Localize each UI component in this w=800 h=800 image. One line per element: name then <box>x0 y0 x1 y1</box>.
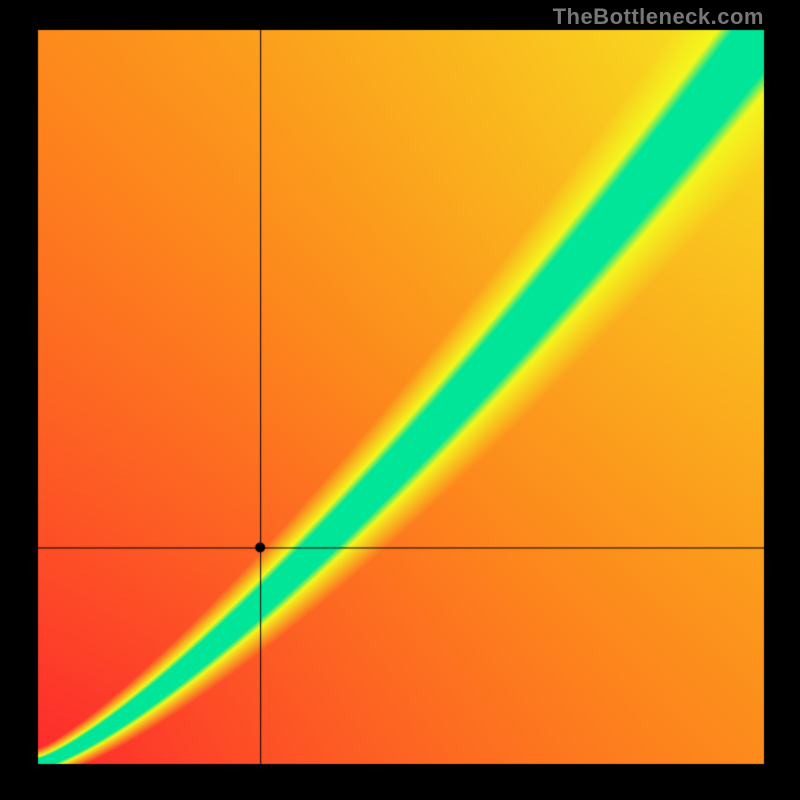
chart-container: TheBottleneck.com <box>0 0 800 800</box>
watermark-text: TheBottleneck.com <box>553 4 764 30</box>
bottleneck-heatmap <box>0 0 800 800</box>
